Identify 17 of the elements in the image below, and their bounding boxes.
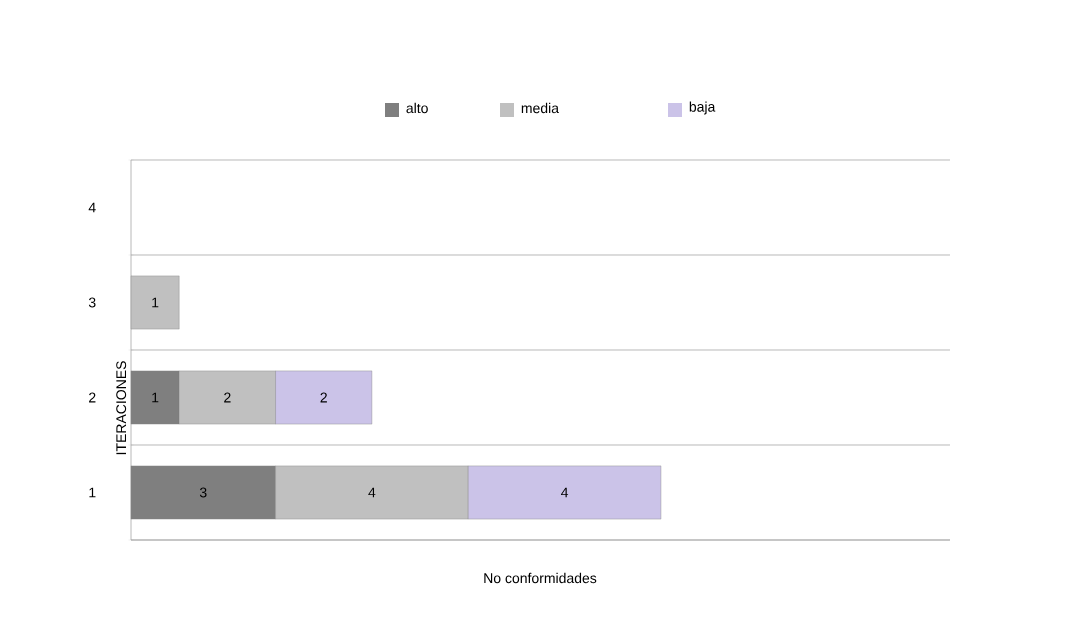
legend-label: baja [689,101,716,115]
data-label: 2 [320,392,327,403]
data-label: 2 [224,392,231,403]
data-label: 1 [152,392,159,403]
legend-label: alto [406,102,428,114]
y-tick-label: 4 [88,202,96,213]
y-tick-label: 1 [89,487,96,498]
x-axis-title: No conformidades [484,572,597,584]
y-axis-title: ITERACIONES [116,361,127,455]
data-label: 4 [368,487,376,498]
data-label: 3 [199,487,207,498]
legend-label: media [521,102,559,114]
data-label: 1 [152,297,159,308]
y-tick-label: 2 [89,392,96,403]
data-label: 4 [561,487,569,498]
y-tick-label: 3 [88,297,96,308]
bar [130,275,180,330]
